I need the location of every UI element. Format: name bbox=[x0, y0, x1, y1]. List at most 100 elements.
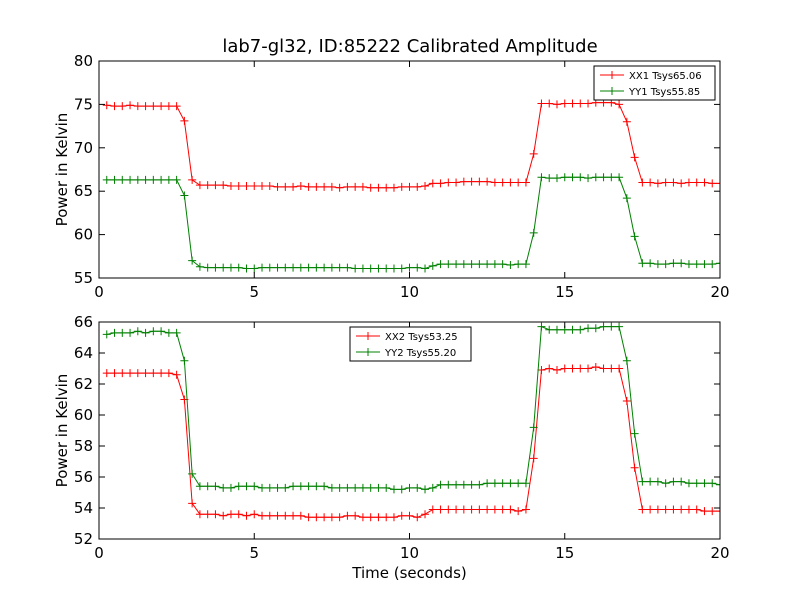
data-point-marker bbox=[188, 256, 197, 265]
data-point-marker bbox=[638, 178, 647, 187]
data-point-marker bbox=[203, 482, 212, 491]
data-point-marker bbox=[141, 175, 150, 184]
x-tick-label: 15 bbox=[555, 544, 574, 562]
legend-marker bbox=[608, 71, 616, 79]
x-tick-label: 0 bbox=[94, 544, 104, 562]
data-point-marker bbox=[413, 182, 422, 191]
data-point-marker bbox=[421, 264, 430, 273]
y-tick-label: 80 bbox=[74, 52, 93, 70]
data-point-marker bbox=[653, 477, 662, 486]
data-point-marker bbox=[467, 260, 476, 269]
data-point-marker bbox=[211, 510, 220, 519]
data-point-marker bbox=[584, 364, 593, 373]
data-point-marker bbox=[444, 480, 453, 489]
data-point-marker bbox=[102, 330, 111, 339]
data-point-marker bbox=[211, 181, 220, 190]
data-point-marker bbox=[366, 183, 375, 192]
data-point-marker bbox=[452, 505, 461, 514]
data-point-marker bbox=[591, 362, 600, 371]
data-point-marker bbox=[382, 483, 391, 492]
data-point-marker bbox=[568, 325, 577, 334]
legend-box bbox=[349, 326, 472, 362]
data-point-marker bbox=[219, 483, 228, 492]
x-tick-label: 5 bbox=[249, 283, 259, 301]
data-point-marker bbox=[164, 328, 173, 337]
data-point-marker bbox=[700, 479, 709, 488]
data-point-marker bbox=[498, 178, 507, 187]
data-point-marker bbox=[630, 153, 639, 162]
data-point-marker bbox=[483, 479, 492, 488]
plot-panel-1: 0 5 10 15 20 55 60 65 70 75 80 Power in Kelvin XX1 T… bbox=[53, 52, 730, 301]
data-point-marker bbox=[172, 175, 181, 184]
data-point-marker bbox=[141, 102, 150, 111]
data-point-marker bbox=[327, 263, 336, 272]
data-point-marker bbox=[545, 174, 554, 183]
data-point-marker bbox=[211, 263, 220, 272]
legend-label: YY1 Tsys55.85 bbox=[628, 87, 700, 98]
data-point-marker bbox=[568, 173, 577, 182]
data-point-marker bbox=[242, 181, 251, 190]
y-tick-label: 55 bbox=[74, 269, 93, 287]
data-point-marker bbox=[498, 505, 507, 514]
data-point-marker bbox=[320, 482, 329, 491]
data-point-marker bbox=[708, 479, 717, 488]
data-point-marker bbox=[638, 259, 647, 268]
data-point-marker bbox=[289, 263, 298, 272]
data-point-marker bbox=[514, 507, 523, 516]
data-point-marker bbox=[467, 177, 476, 186]
data-point-marker bbox=[514, 178, 523, 187]
data-point-marker bbox=[343, 263, 352, 272]
data-point-marker bbox=[211, 482, 220, 491]
data-point-marker bbox=[281, 511, 290, 520]
data-point-marker bbox=[436, 480, 445, 489]
data-point-marker bbox=[226, 483, 235, 492]
data-point-marker bbox=[708, 179, 717, 188]
data-point-marker bbox=[102, 175, 111, 184]
data-point-marker bbox=[428, 261, 437, 270]
data-point-marker bbox=[358, 182, 367, 191]
data-point-marker bbox=[653, 179, 662, 188]
data-point-marker bbox=[405, 263, 414, 272]
data-point-marker bbox=[514, 479, 523, 488]
data-point-marker bbox=[677, 477, 686, 486]
data-point-marker bbox=[226, 181, 235, 190]
series-2 bbox=[102, 322, 720, 494]
data-point-marker bbox=[591, 173, 600, 182]
data-point-marker bbox=[374, 264, 383, 273]
data-point-marker bbox=[646, 178, 655, 187]
y-tick-label: 62 bbox=[74, 375, 93, 393]
data-point-marker bbox=[296, 263, 305, 272]
data-point-marker bbox=[118, 328, 127, 337]
data-point-marker bbox=[281, 263, 290, 272]
data-point-marker bbox=[521, 260, 530, 269]
data-point-marker bbox=[343, 511, 352, 520]
x-axis-label: Time (seconds) bbox=[351, 564, 467, 582]
data-point-marker bbox=[234, 510, 243, 519]
data-point-marker bbox=[413, 483, 422, 492]
data-point-marker bbox=[669, 505, 678, 514]
data-point-marker bbox=[521, 479, 530, 488]
data-point-marker bbox=[490, 479, 499, 488]
x-tick-label: 0 bbox=[94, 283, 104, 301]
data-point-marker bbox=[327, 513, 336, 522]
data-point-marker bbox=[529, 228, 538, 237]
data-point-marker bbox=[351, 511, 360, 520]
data-point-marker bbox=[273, 483, 282, 492]
data-point-marker bbox=[428, 179, 437, 188]
data-point-marker bbox=[436, 260, 445, 269]
data-point-marker bbox=[149, 369, 158, 378]
data-point-marker bbox=[351, 264, 360, 273]
data-point-marker bbox=[180, 191, 189, 200]
data-point-marker bbox=[366, 483, 375, 492]
data-point-marker bbox=[265, 511, 274, 520]
data-point-marker bbox=[203, 510, 212, 519]
y-tick-label: 52 bbox=[74, 530, 93, 548]
data-point-marker bbox=[265, 263, 274, 272]
data-point-marker bbox=[157, 175, 166, 184]
data-point-marker bbox=[358, 513, 367, 522]
y-tick-label: 70 bbox=[74, 139, 93, 157]
data-point-marker bbox=[708, 260, 717, 269]
data-point-marker bbox=[203, 263, 212, 272]
data-point-marker bbox=[149, 102, 158, 111]
